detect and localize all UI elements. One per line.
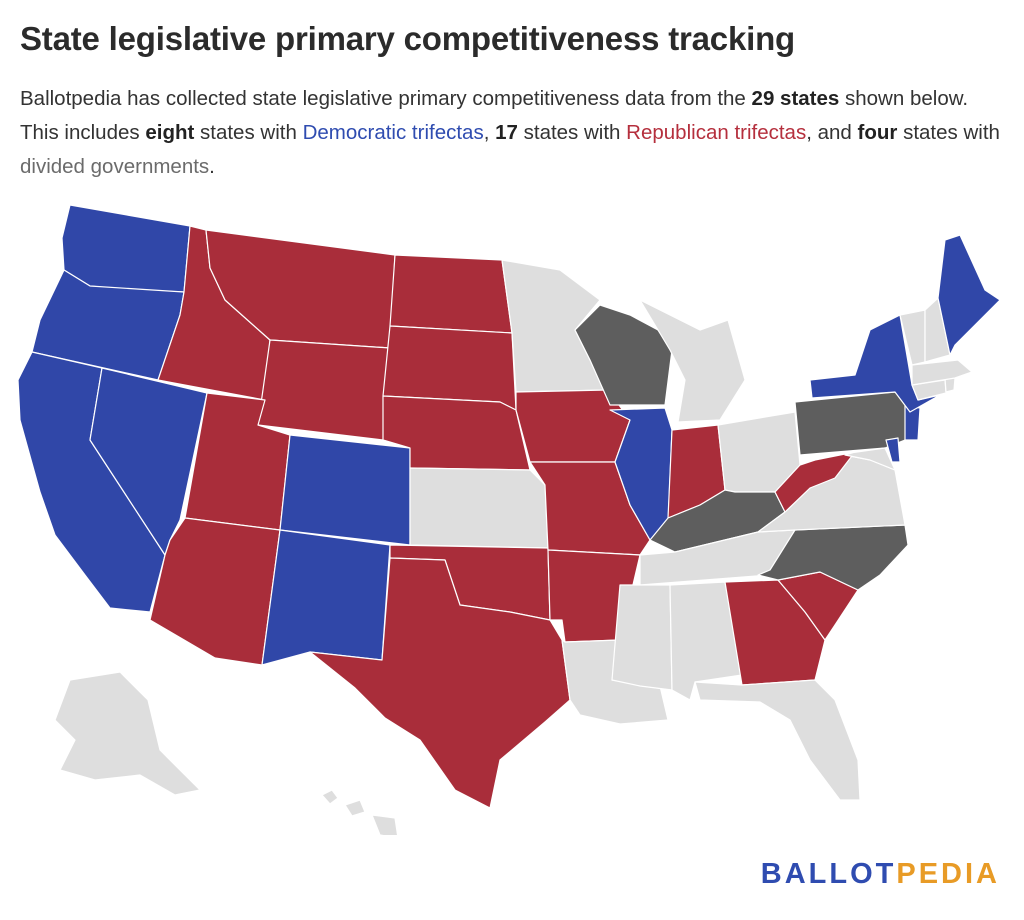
description-text: states with <box>194 121 303 144</box>
description-text: Ballotpedia has collected state legislat… <box>20 87 752 110</box>
map-title: State legislative primary competitivenes… <box>20 20 795 57</box>
democratic-count: eight <box>145 121 195 144</box>
state-north-dakota <box>389 254 513 334</box>
state-texas <box>309 557 571 809</box>
state-west-virginia <box>774 451 856 513</box>
state-delaware <box>885 437 901 463</box>
state-michigan <box>639 299 746 423</box>
republican-count: 17 <box>495 121 518 144</box>
description-text: states with <box>897 121 1000 144</box>
state-maine <box>937 234 1001 356</box>
total-states-count: 29 states <box>751 87 840 110</box>
divided-governments-label: divided governments <box>20 155 210 178</box>
state-florida <box>694 679 861 801</box>
description-text: , and <box>806 121 858 144</box>
state-wyoming <box>257 339 391 441</box>
description-text: shown below. This includes <box>20 87 969 144</box>
state-new-mexico <box>261 529 391 666</box>
state-hawaii <box>321 789 399 835</box>
state-mississippi <box>611 584 673 691</box>
state-alaska <box>54 671 201 796</box>
state-arizona <box>149 517 281 666</box>
description-text: states with <box>517 121 627 144</box>
state-massachusetts <box>911 359 973 386</box>
state-colorado <box>279 434 411 546</box>
democratic-trifectas-label: Democratic trifectas <box>302 121 484 144</box>
republican-trifectas-label: Republican trifectas <box>626 121 807 144</box>
state-maryland <box>814 447 896 471</box>
us-states-map <box>17 204 1001 835</box>
state-kansas <box>409 467 549 549</box>
description-text: . <box>209 155 215 178</box>
divided-count: four <box>857 121 898 144</box>
state-rhode-island <box>944 377 956 393</box>
state-washington <box>61 204 191 293</box>
description-text: , <box>483 121 496 144</box>
ballotpedia-logo: BALLOTPEDIA <box>761 858 1000 891</box>
map-description: Ballotpedia has collected state legislat… <box>20 82 1010 184</box>
logo-part-pedia: PEDIA <box>896 858 1000 890</box>
state-north-carolina <box>757 524 909 591</box>
logo-part-ballot: BALLOT <box>760 858 897 890</box>
